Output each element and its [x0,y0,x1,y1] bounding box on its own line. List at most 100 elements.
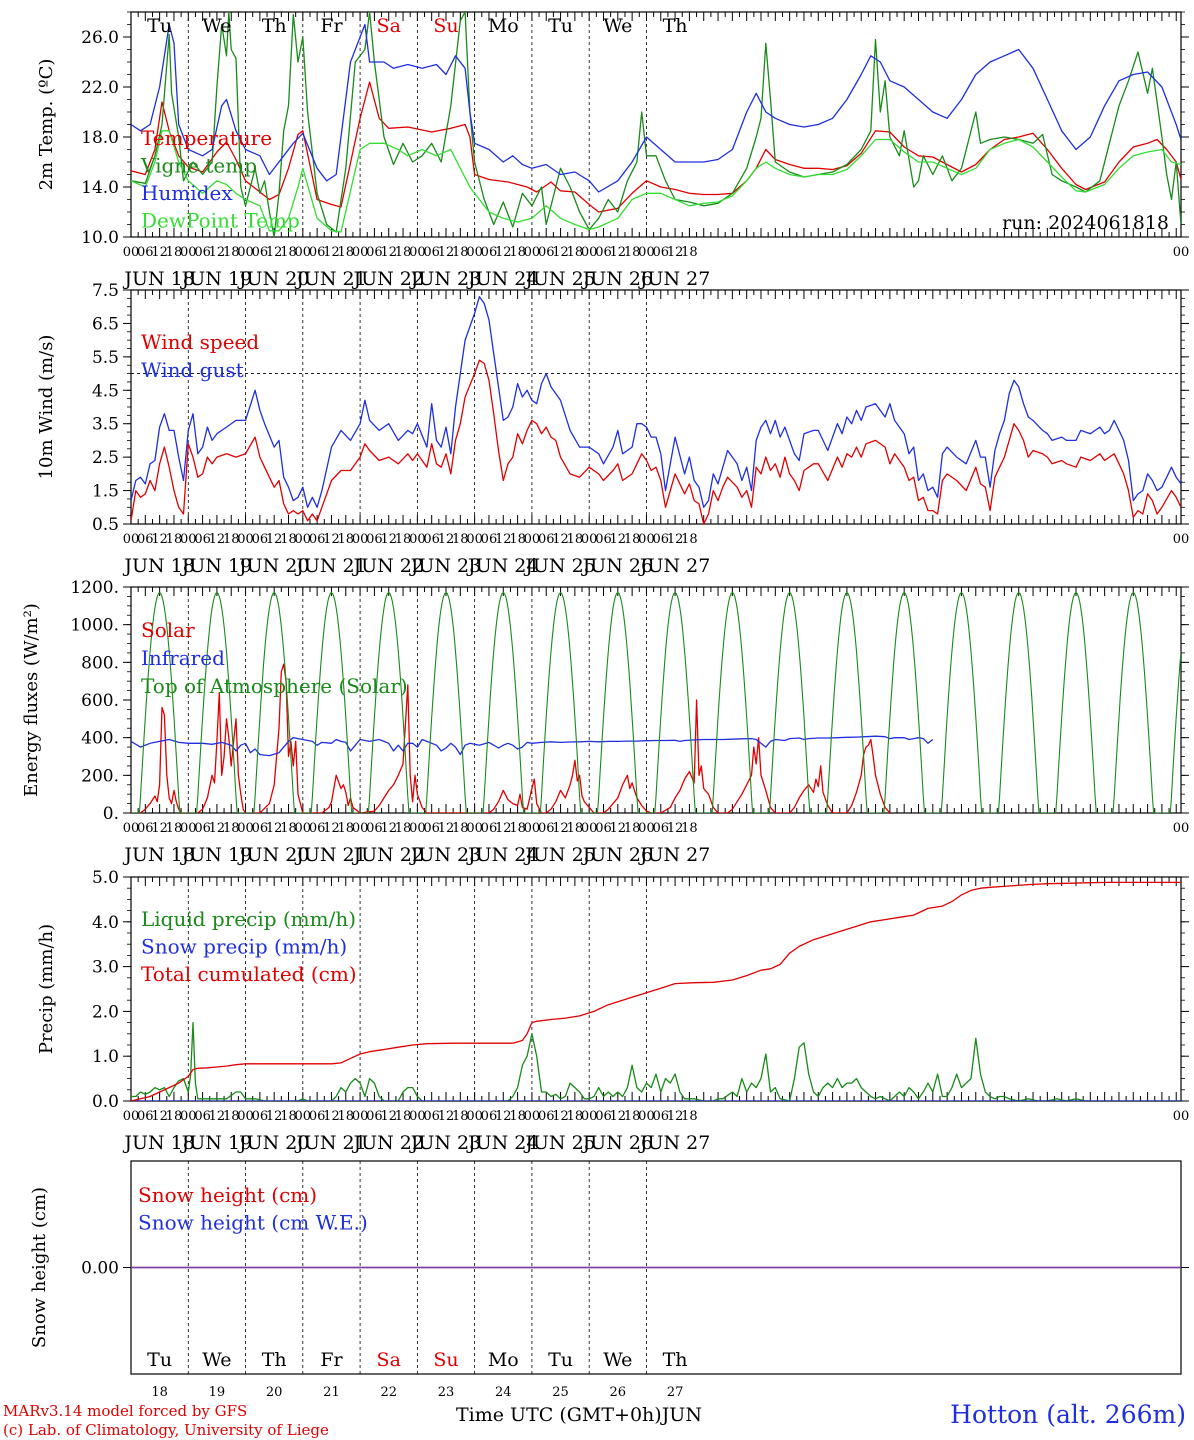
legend-humidex: Humidex [141,181,233,205]
x-date-label: JUN 18 [122,268,194,290]
x-hour-label: 00 [466,821,483,836]
x-hour-label: 06 [538,245,555,260]
y-tick-label: 5.0 [92,868,119,888]
y-tick-label: 600. [81,691,119,711]
y-tick-label: 1.0 [92,1047,119,1067]
x-hour-label: 18 [223,1109,240,1124]
x-hour-label: 00 [581,821,598,836]
y-axis-label: Energy fluxes (W/m²) [21,603,42,797]
x-hour-label: 06 [652,821,669,836]
x-date-label: JUN 21 [294,1132,366,1154]
x-hour-label: 18 [509,1109,526,1124]
x-date-label: JUN 23 [409,268,481,290]
x-hour-label: 06 [652,245,669,260]
x-date-label: JUN 18 [122,555,194,577]
x-hour-label: 18 [509,532,526,547]
x-date-label: JUN 26 [581,555,653,577]
x-date-label: JUN 26 [581,844,653,866]
x-date-label: JUN 20 [237,555,309,577]
y-tick-label: 1000. [70,616,119,636]
x-hour-label: 00 [581,532,598,547]
x-hour-label: 12 [495,245,512,260]
legend-dewpoint-temp: DewPoint Temp [141,209,300,233]
x-hour-label: 00 [237,821,254,836]
x-hour-label: 18 [337,1109,354,1124]
x-hour-label: 18 [395,1109,412,1124]
x-hour-label: 18 [452,821,469,836]
x-hour-label: 00 [1173,1109,1190,1124]
day-name-label: Tu [548,1349,573,1371]
legend-solar: Solar [141,618,195,642]
y-tick-label: 7.5 [92,281,119,301]
x-hour-label: 06 [252,821,269,836]
series-temperature [131,81,1181,213]
x-hour-label: 18 [337,821,354,836]
x-hour-label: 18 [280,245,297,260]
station-name: Hotton (alt. 266m) [950,1400,1186,1429]
legend-wind-speed: Wind speed [141,330,259,354]
series-dewpoint-temp [131,130,1181,233]
x-date-label: JUN 19 [180,844,252,866]
x-hour-label: 12 [151,821,168,836]
x-hour-label: 12 [380,821,397,836]
x-hour-label: 18 [337,532,354,547]
x-hour-label: 12 [495,821,512,836]
x-hour-label: 00 [352,245,369,260]
series-vigne-temp [131,12,1181,237]
x-hour-label: 12 [667,1109,684,1124]
x-hour-label: 12 [495,532,512,547]
x-hour-label: 00 [581,1109,598,1124]
x-hour-label: 18 [166,245,183,260]
series-total-cumulated-cm- [131,881,1181,1101]
x-hour-label: 00 [466,1109,483,1124]
x-hour-label: 18 [452,1109,469,1124]
x-hour-label: 12 [552,821,569,836]
x-hour-label: 06 [252,245,269,260]
x-hour-label: 06 [423,532,440,547]
x-hour-label: 18 [395,821,412,836]
x-date-label: JUN 27 [638,1132,710,1154]
x-date-label: JUN 19 [180,555,252,577]
x-hour-label: 06 [366,1109,383,1124]
x-hour-label: 00 [409,821,426,836]
x-hour-label: 00 [237,245,254,260]
day-name-label: Sa [377,1349,401,1371]
day-name-label: We [202,1349,231,1371]
x-hour-label: 06 [595,1109,612,1124]
x-hour-label: 06 [194,1109,211,1124]
x-hour-label: 06 [423,821,440,836]
day-name-label: Tu [548,15,573,37]
x-date-label: JUN 22 [351,268,423,290]
x-hour-label: 12 [209,821,226,836]
x-hour-label: 06 [366,532,383,547]
run-annotation: run: 2024061818 [1002,212,1169,234]
x-hour-label: 18 [567,821,584,836]
legend-temperature: Temperature [141,126,272,150]
x-hour-label: 12 [151,532,168,547]
x-hour-label: 00 [180,821,197,836]
day-number-label: 22 [380,1385,397,1400]
x-ticks-panel-3 [130,587,1177,813]
legend-infrared: Infrared [141,646,225,670]
x-hour-label: 18 [681,821,698,836]
x-hour-label: 06 [252,532,269,547]
x-hour-label: 00 [352,821,369,836]
x-date-label: JUN 21 [294,555,366,577]
x-date-label: JUN 24 [466,844,538,866]
x-hour-label: 06 [137,245,154,260]
y-tick-label: 1200. [70,578,119,598]
x-hour-label: 06 [481,245,498,260]
x-hour-label: 18 [166,821,183,836]
x-hour-label: 06 [538,821,555,836]
x-date-label: JUN 20 [237,844,309,866]
y-tick-label: 0.0 [92,1092,119,1112]
x-hour-label: 18 [624,245,641,260]
day-name-label: We [603,1349,632,1371]
x-hour-label: 12 [323,1109,340,1124]
day-number-label: 23 [438,1385,455,1400]
x-hour-label: 12 [266,245,283,260]
day-name-label: Fr [320,15,343,37]
legend-liquid-precip-mm-h-: Liquid precip (mm/h) [141,907,356,931]
x-date-label: JUN 18 [122,844,194,866]
legend-snow-height-cm-w-e-: Snow height (cm W.E.) [138,1211,368,1235]
